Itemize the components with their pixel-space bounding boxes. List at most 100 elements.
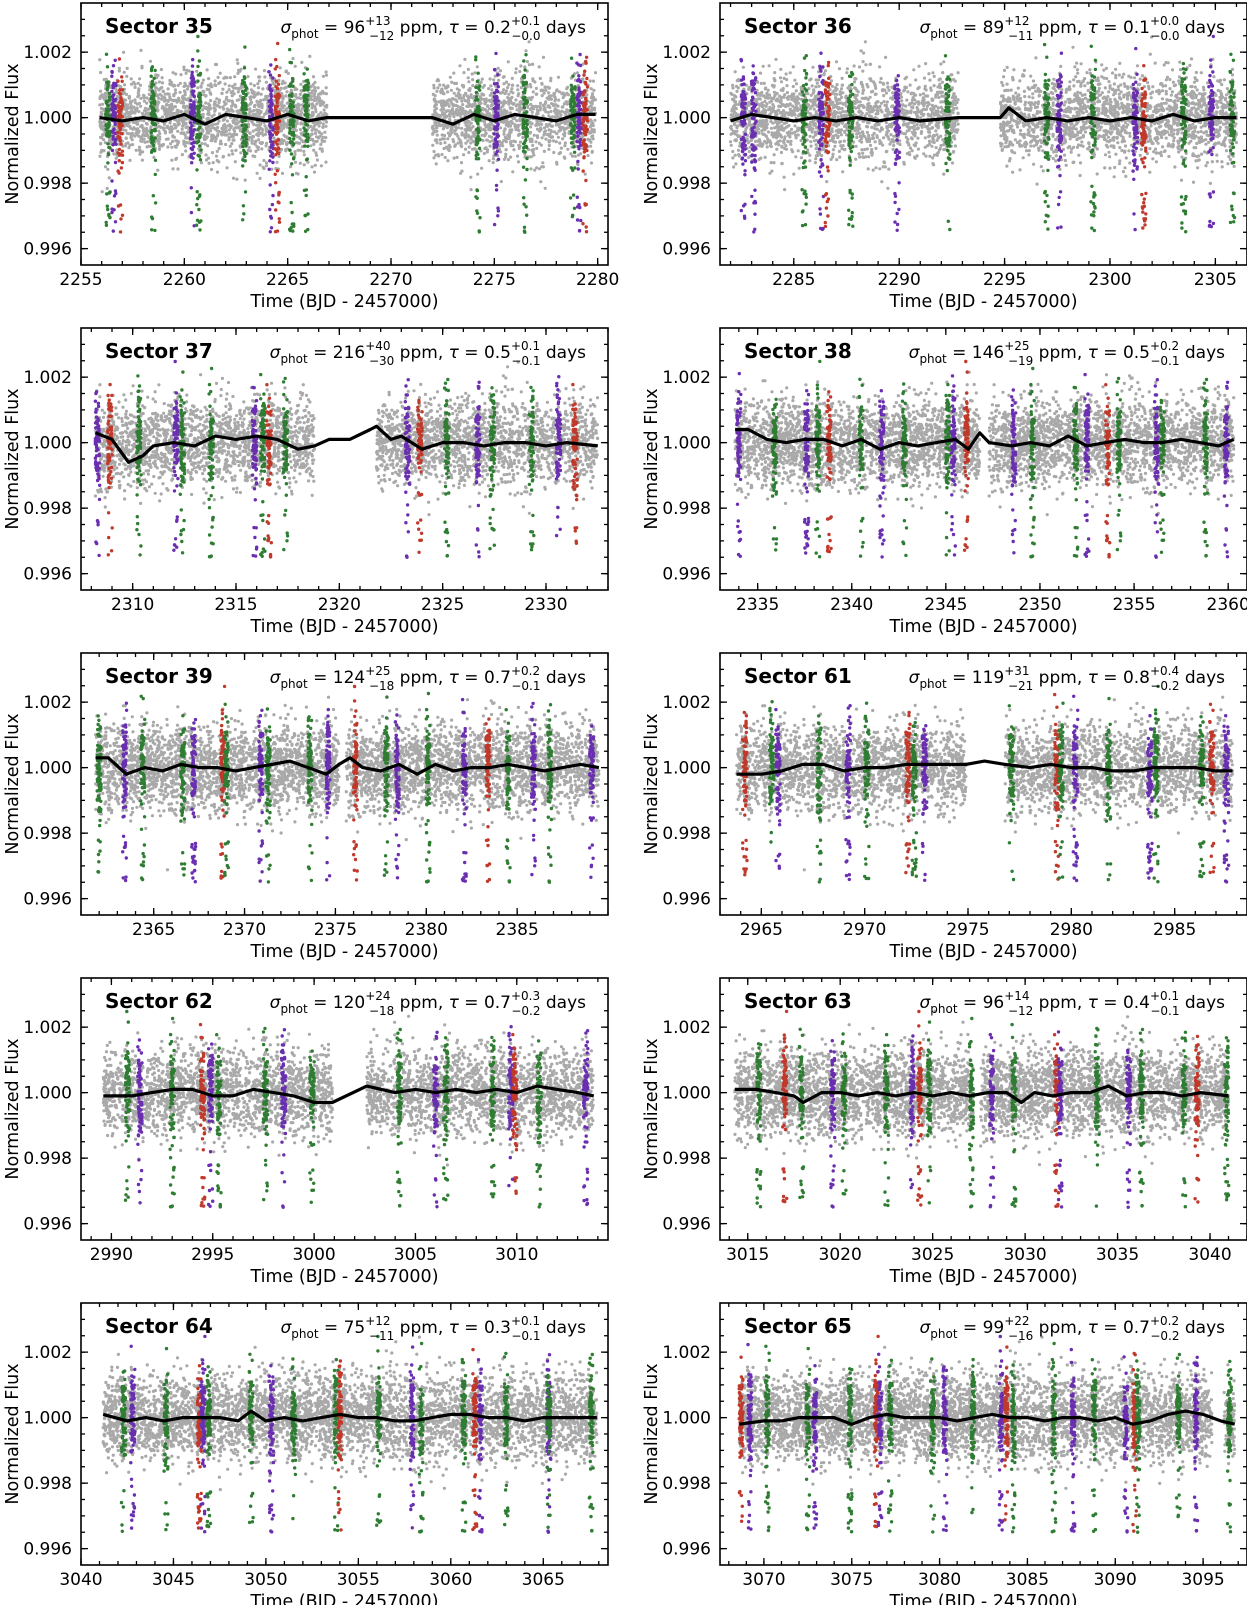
flux-point xyxy=(510,95,514,99)
flux-point xyxy=(553,111,558,115)
transit-point xyxy=(105,100,110,104)
flux-point xyxy=(235,98,239,102)
transit-point xyxy=(522,146,526,150)
flux-point xyxy=(128,143,132,147)
flux-point xyxy=(311,83,315,87)
flux-point xyxy=(469,188,473,192)
flux-point xyxy=(282,86,287,90)
flux-point xyxy=(513,123,517,127)
flux-point xyxy=(524,49,528,53)
flux-point xyxy=(473,71,477,75)
transit-point xyxy=(190,79,194,84)
flux-point xyxy=(299,82,303,86)
flux-point xyxy=(170,130,174,134)
flux-point xyxy=(466,76,470,80)
transit-point xyxy=(269,145,273,149)
flux-point xyxy=(181,99,185,103)
flux-point xyxy=(136,81,140,85)
flux-point xyxy=(780,161,784,166)
flux-point xyxy=(217,160,221,164)
flux-point xyxy=(554,140,558,144)
flux-point xyxy=(168,97,173,101)
flux-point xyxy=(527,40,531,44)
flux-point xyxy=(117,66,121,70)
flux-point xyxy=(527,96,532,100)
transit-point xyxy=(189,210,194,215)
transit-point xyxy=(244,137,249,141)
flux-point xyxy=(314,107,318,111)
flux-point xyxy=(444,103,448,107)
y-tick-label: 1.000 xyxy=(23,109,72,129)
flux-point xyxy=(176,83,180,87)
flux-point xyxy=(320,102,325,106)
transit-point xyxy=(268,159,272,163)
flux-point xyxy=(98,103,102,107)
flux-point xyxy=(295,121,299,126)
flux-point xyxy=(167,106,171,110)
flux-point xyxy=(543,186,547,190)
flux-point xyxy=(546,110,550,114)
transit-point xyxy=(110,129,115,134)
flux-point xyxy=(527,63,532,67)
flux-point xyxy=(98,96,102,101)
transit-point xyxy=(268,73,273,77)
flux-point xyxy=(553,99,557,103)
transit-point xyxy=(107,120,111,125)
flux-point xyxy=(133,85,137,89)
flux-point xyxy=(285,135,289,139)
sector-title: Sector 35 xyxy=(105,14,213,38)
flux-point xyxy=(454,126,458,130)
flux-point xyxy=(512,139,516,143)
flux-point xyxy=(249,101,253,106)
transit-point xyxy=(116,79,120,83)
flux-point xyxy=(298,92,302,96)
flux-point xyxy=(237,120,241,124)
flux-point xyxy=(316,95,320,99)
transit-point xyxy=(478,137,482,142)
flux-point xyxy=(499,108,503,113)
transit-point xyxy=(110,148,115,153)
flux-point xyxy=(463,147,468,151)
flux-point xyxy=(446,137,450,141)
flux-point xyxy=(187,69,191,73)
flux-point xyxy=(123,83,127,87)
flux-point xyxy=(508,111,512,115)
transit-point xyxy=(276,138,280,142)
flux-point xyxy=(475,65,479,69)
transit-point xyxy=(243,123,248,127)
flux-point xyxy=(157,124,161,128)
flux-point xyxy=(431,113,435,117)
flux-point xyxy=(166,99,170,103)
flux-point xyxy=(452,156,456,160)
flux-point xyxy=(562,155,566,159)
flux-point xyxy=(176,167,180,171)
transit-point xyxy=(192,111,197,115)
flux-point xyxy=(517,128,521,132)
flux-point xyxy=(171,134,175,138)
transit-point xyxy=(521,122,526,126)
transit-point xyxy=(268,207,272,212)
flux-point xyxy=(260,147,264,151)
flux-point xyxy=(158,92,162,96)
transit-point xyxy=(288,126,292,131)
flux-point xyxy=(460,83,464,87)
flux-point xyxy=(178,81,182,85)
flux-point xyxy=(205,135,209,139)
transit-point xyxy=(291,229,295,233)
transit-point xyxy=(289,200,293,205)
transit-point xyxy=(106,103,111,108)
flux-point xyxy=(319,164,323,168)
flux-point xyxy=(321,74,325,78)
transit-point xyxy=(496,122,500,127)
flux-point xyxy=(507,92,511,96)
flux-point xyxy=(168,113,172,117)
flux-point xyxy=(454,108,459,112)
transit-point xyxy=(276,41,280,46)
flux-point xyxy=(509,155,513,159)
flux-point xyxy=(125,131,129,135)
flux-point xyxy=(539,180,543,184)
flux-point xyxy=(434,112,438,116)
transit-point xyxy=(290,92,294,96)
flux-point xyxy=(460,169,464,173)
transit-point xyxy=(196,64,200,69)
